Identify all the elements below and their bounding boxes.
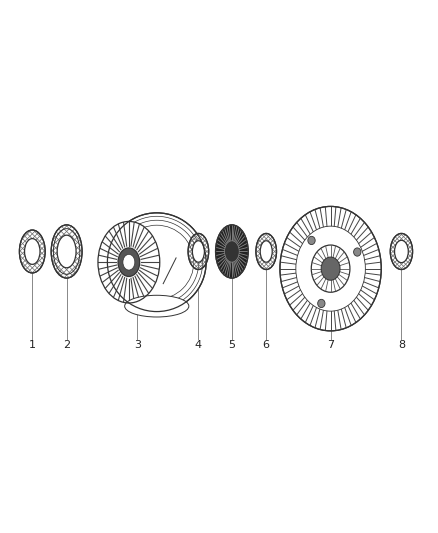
Ellipse shape [280, 206, 381, 331]
Ellipse shape [260, 241, 272, 262]
Ellipse shape [296, 226, 365, 311]
Ellipse shape [321, 257, 340, 280]
Ellipse shape [256, 233, 276, 270]
Text: 7: 7 [327, 341, 334, 350]
Ellipse shape [353, 248, 361, 256]
Ellipse shape [256, 233, 276, 270]
Text: 4: 4 [195, 341, 202, 350]
Text: 1: 1 [29, 341, 36, 350]
Text: 3: 3 [134, 341, 141, 350]
Ellipse shape [225, 241, 239, 262]
Ellipse shape [311, 245, 350, 292]
Ellipse shape [51, 225, 82, 278]
Ellipse shape [57, 235, 76, 268]
Ellipse shape [118, 248, 140, 277]
Ellipse shape [390, 233, 413, 270]
Ellipse shape [125, 295, 189, 317]
Ellipse shape [19, 230, 45, 273]
Ellipse shape [215, 225, 248, 278]
Ellipse shape [308, 236, 315, 245]
Ellipse shape [51, 225, 82, 278]
Ellipse shape [51, 225, 82, 278]
Ellipse shape [19, 230, 45, 273]
Ellipse shape [318, 300, 325, 308]
Ellipse shape [98, 221, 160, 303]
Ellipse shape [188, 233, 208, 270]
Ellipse shape [25, 239, 40, 264]
Ellipse shape [188, 233, 208, 270]
Ellipse shape [390, 233, 413, 270]
Text: 6: 6 [263, 341, 270, 350]
Ellipse shape [256, 233, 276, 270]
Ellipse shape [107, 213, 206, 312]
Ellipse shape [192, 241, 205, 262]
Ellipse shape [123, 254, 135, 270]
Text: 2: 2 [63, 341, 70, 350]
Ellipse shape [390, 233, 413, 270]
Text: 8: 8 [398, 341, 405, 350]
Ellipse shape [188, 233, 208, 270]
Text: 5: 5 [228, 341, 235, 350]
Ellipse shape [19, 230, 45, 273]
Ellipse shape [298, 229, 363, 308]
Ellipse shape [395, 240, 408, 263]
